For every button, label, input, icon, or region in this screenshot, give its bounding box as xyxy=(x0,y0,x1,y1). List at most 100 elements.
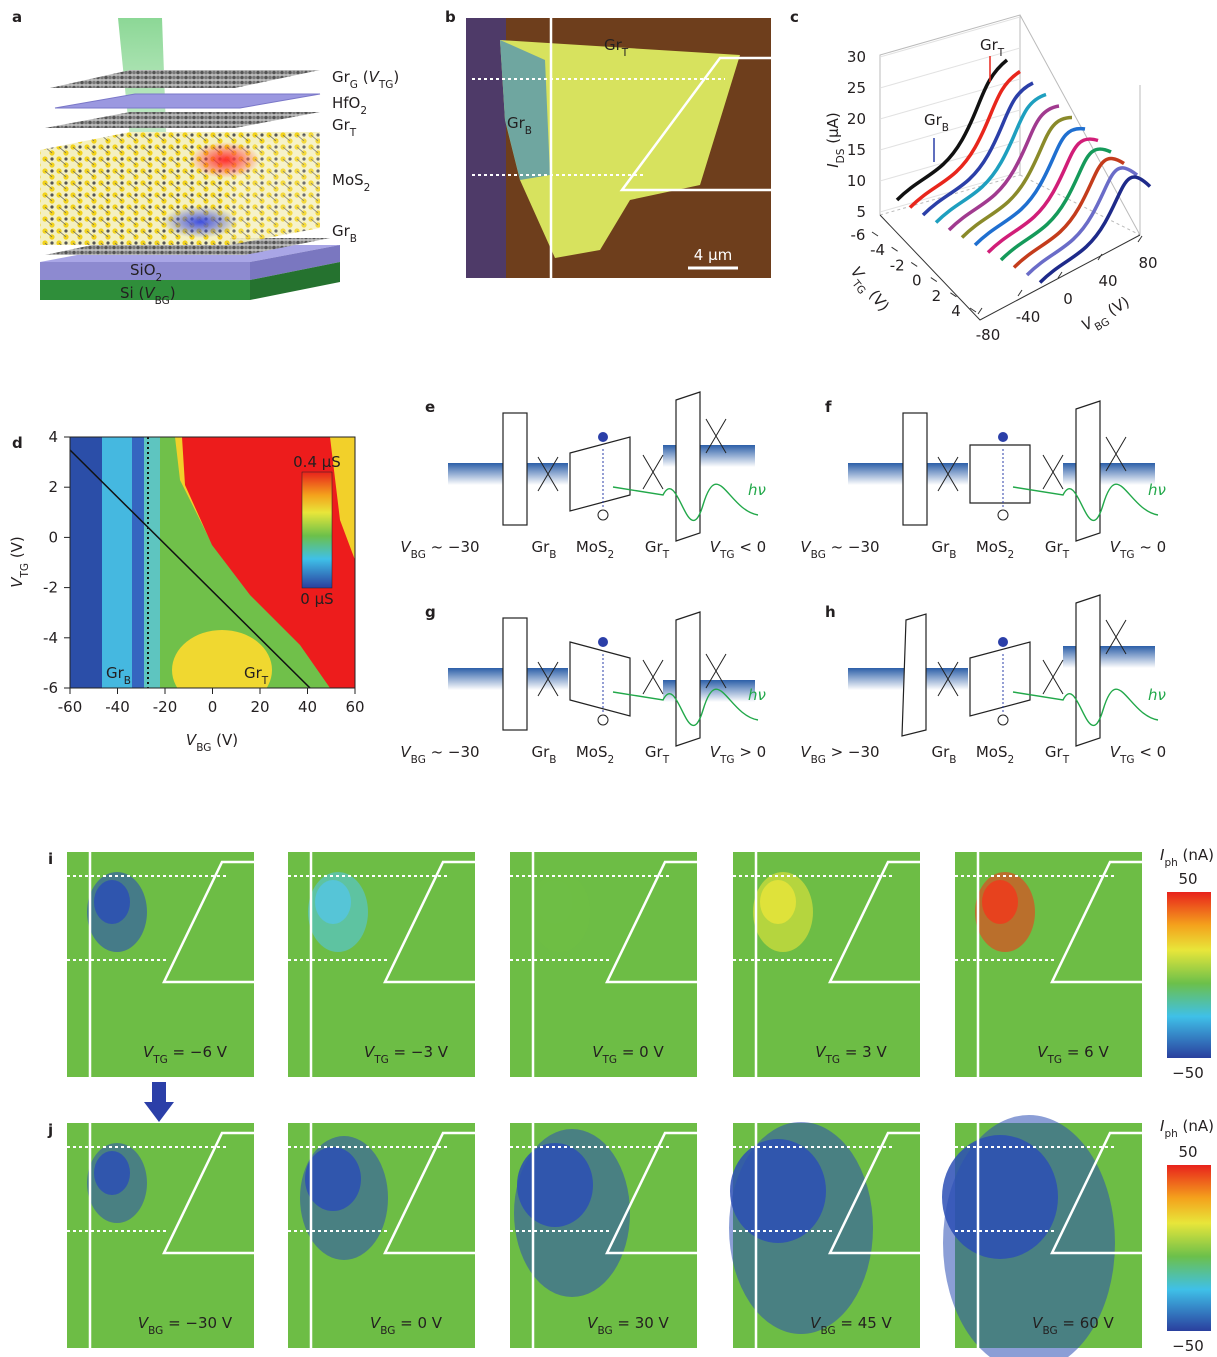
y-tick-label: -6 xyxy=(851,226,866,244)
map-region xyxy=(760,880,796,924)
text-part: V xyxy=(144,284,156,302)
text-part: MoS xyxy=(576,743,608,761)
tick-mark xyxy=(950,292,957,298)
tick-mark xyxy=(977,307,983,315)
y-tick-label: -6 xyxy=(43,679,58,697)
colorbar-label: −50 xyxy=(1172,1337,1204,1355)
hole xyxy=(597,509,609,521)
layer-label: SiO2 xyxy=(130,261,162,284)
map-caption: VTG = −6 V xyxy=(143,1043,228,1066)
text-part: > −30 xyxy=(826,743,880,761)
text-part: 2 xyxy=(1007,549,1014,561)
band-label: MoS2 xyxy=(976,538,1014,561)
flake-outline xyxy=(828,1131,920,1255)
photocurrent-map xyxy=(729,1122,920,1348)
text-part: MoS xyxy=(976,538,1008,556)
band-label: MoS2 xyxy=(576,743,614,766)
text-part: = 6 V xyxy=(1062,1043,1109,1061)
layer-label: GrT xyxy=(332,116,357,139)
photocurrent-map xyxy=(288,1123,475,1348)
text-part: TG xyxy=(1047,1054,1063,1066)
text-part: V xyxy=(400,743,412,761)
band-diagram xyxy=(848,594,1159,747)
text-part: T xyxy=(349,127,357,139)
dirac-cone xyxy=(1042,454,1064,490)
text-part: TG xyxy=(378,79,394,91)
text-part: B xyxy=(549,754,556,766)
text-part: I xyxy=(1160,1117,1165,1135)
z-tick-label: 25 xyxy=(847,79,866,97)
text-part: V xyxy=(186,731,198,749)
text-part: (μA) xyxy=(824,112,842,148)
map-caption: VTG = 6 V xyxy=(1037,1043,1109,1066)
curve xyxy=(934,92,1047,224)
panel-label: g xyxy=(425,603,436,621)
text-part: Gr xyxy=(332,116,351,134)
grid-line xyxy=(879,109,1021,151)
text-part: V xyxy=(1032,1314,1044,1332)
text-part: TG xyxy=(373,1054,389,1066)
text-part: V xyxy=(710,538,722,556)
photocurrent-map xyxy=(942,1115,1142,1357)
band-label: GrB xyxy=(531,538,556,561)
band-label: VBG > −30 xyxy=(800,743,879,766)
tick-mark xyxy=(1097,253,1103,261)
grid-line xyxy=(879,47,1021,89)
flake-outline xyxy=(383,860,475,984)
text-part: TG xyxy=(602,1054,618,1066)
text-part: BG xyxy=(811,549,826,561)
band-label: GrB xyxy=(931,538,956,561)
region-label: GrB xyxy=(507,114,532,137)
map-caption: VTG = 3 V xyxy=(815,1043,887,1066)
text-part: BG xyxy=(1042,1325,1057,1337)
photocurrent-map xyxy=(955,852,1142,1077)
text-part: BG xyxy=(196,742,211,754)
text-part: B xyxy=(549,549,556,561)
band-label: VTG < 0 xyxy=(710,538,766,561)
band-label: VTG < 0 xyxy=(1110,743,1166,766)
dirac-cone xyxy=(1042,659,1064,695)
text-part: 2 xyxy=(364,182,371,194)
text-part: ~ −30 xyxy=(426,538,480,556)
y-axis-label: VTG (V) xyxy=(8,536,31,588)
text-part: = −3 V xyxy=(389,1043,449,1061)
layer-label: Si (VBG) xyxy=(120,284,176,307)
map-caption: VTG = 0 V xyxy=(592,1043,664,1066)
y-tick-label: -2 xyxy=(890,256,905,274)
text-part: Gr xyxy=(931,538,950,556)
text-part: V xyxy=(1110,538,1122,556)
text-part: DS xyxy=(835,148,847,163)
text-part: HfO xyxy=(332,94,360,112)
text-part: 2 xyxy=(360,105,367,117)
grid-line xyxy=(879,140,1021,182)
panel-label: a xyxy=(12,8,22,26)
band-label: GrB xyxy=(531,743,556,766)
x-axis-label: VBG (V) xyxy=(186,731,238,754)
photon-label: hν xyxy=(1148,481,1166,499)
text-part: > 0 xyxy=(735,743,767,761)
photon xyxy=(612,483,759,522)
text-part: Gr xyxy=(931,743,950,761)
text-part: MoS xyxy=(976,743,1008,761)
flake-outline xyxy=(383,1131,475,1255)
text-part: T xyxy=(662,754,670,766)
flake-outline xyxy=(162,1131,254,1255)
dirac-cone xyxy=(1105,619,1127,655)
text-part: G xyxy=(350,79,358,91)
photocurrent-map xyxy=(510,1123,697,1348)
curve xyxy=(1038,175,1152,284)
tick-mark xyxy=(891,246,898,252)
z-tick-label: 10 xyxy=(847,172,866,190)
band-label: VBG ~ −30 xyxy=(800,538,879,561)
panel-label: d xyxy=(12,434,23,452)
text-part: TG xyxy=(719,549,735,561)
text-part: Gr xyxy=(332,68,351,86)
text-part: MoS xyxy=(332,171,364,189)
photon-label: hν xyxy=(748,481,766,499)
map-region xyxy=(315,880,351,924)
colorbar xyxy=(1167,892,1211,1058)
curve xyxy=(1012,156,1125,269)
text-part: TG xyxy=(1119,754,1135,766)
text-part: = 3 V xyxy=(840,1043,887,1061)
text-part: V xyxy=(369,68,381,86)
